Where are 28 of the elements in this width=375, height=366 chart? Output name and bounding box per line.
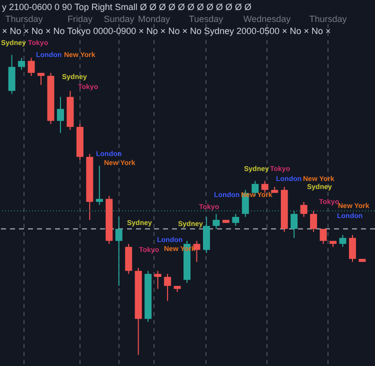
candlestick bbox=[164, 273, 172, 302]
text: Sunday bbox=[104, 14, 135, 24]
text: Thursday bbox=[5, 14, 44, 24]
candlestick bbox=[125, 243, 132, 274]
candlestick bbox=[8, 54, 16, 94]
text: Tuesday bbox=[188, 14, 224, 24]
candlestick bbox=[232, 213, 240, 226]
candlestick bbox=[115, 216, 122, 286]
candlestick bbox=[202, 216, 210, 254]
candlestick bbox=[28, 57, 35, 76]
candlestick bbox=[18, 57, 26, 70]
candlestick bbox=[261, 180, 268, 194]
candlestick bbox=[290, 210, 298, 238]
text: y 2100-0600 0 90 Top Right Small Ø Ø Ø Ø Ø Ø Ø Ø Ø Ø Ø Ø bbox=[2, 2, 252, 12]
text: Monday bbox=[138, 14, 171, 24]
candlestick bbox=[348, 234, 356, 262]
candlestick bbox=[310, 210, 318, 232]
candlestick bbox=[96, 165, 103, 206]
candlestick bbox=[212, 213, 220, 230]
text: Wednesday bbox=[243, 14, 292, 24]
text: Thursday bbox=[309, 14, 348, 24]
candlestick bbox=[300, 201, 308, 218]
candlestick bbox=[56, 96, 64, 134]
text: Friday bbox=[67, 14, 93, 24]
candlestick bbox=[339, 234, 346, 248]
candlestick bbox=[154, 270, 162, 290]
candlestick bbox=[320, 228, 327, 244]
text: × No × No × No Tokyo 0000-0900 × No × No × No Sydney 2000-0500 × No × No × bbox=[2, 26, 331, 36]
